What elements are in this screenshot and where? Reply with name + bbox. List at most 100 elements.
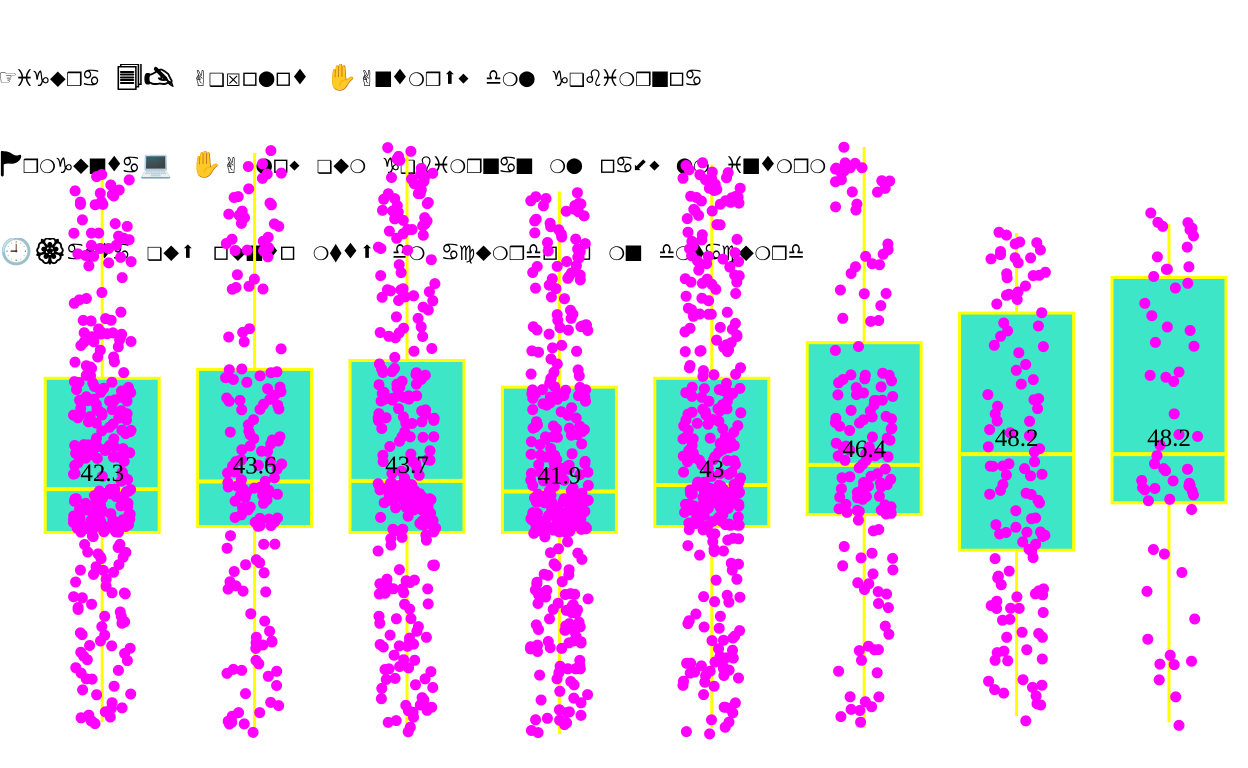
data-point (387, 205, 399, 217)
data-point (376, 682, 388, 694)
data-point (1025, 252, 1037, 264)
data-point (69, 356, 81, 368)
data-point (696, 229, 708, 241)
data-point (729, 247, 741, 259)
data-point (691, 417, 703, 429)
data-point (846, 186, 858, 198)
data-point (728, 479, 740, 490)
data-point (733, 498, 745, 510)
data-point (387, 479, 399, 490)
data-point (866, 547, 878, 559)
data-point (575, 523, 587, 535)
data-point (1151, 450, 1163, 462)
data-point (254, 707, 266, 719)
data-point (532, 639, 543, 651)
data-point (574, 381, 586, 393)
data-point (1010, 505, 1022, 517)
data-point (387, 523, 399, 535)
data-point (551, 431, 563, 443)
data-point (230, 282, 242, 293)
data-point (731, 573, 743, 585)
data-point (94, 187, 106, 199)
data-point (1158, 463, 1170, 475)
data-point (552, 597, 564, 609)
data-point (263, 484, 275, 496)
data-point (574, 420, 586, 432)
data-point (108, 680, 120, 692)
data-point (109, 441, 120, 453)
data-point (982, 389, 994, 401)
data-point (1038, 583, 1049, 595)
data-point (411, 390, 423, 402)
data-point (845, 369, 857, 381)
data-point (262, 383, 274, 395)
data-point (830, 176, 841, 188)
data-point (120, 521, 132, 532)
data-point (80, 293, 92, 304)
data-point (884, 434, 896, 446)
data-point (1169, 282, 1181, 294)
data-point (704, 432, 716, 444)
data-point (527, 321, 539, 333)
data-point (721, 403, 733, 415)
data-point (883, 628, 895, 640)
data-point (373, 358, 385, 370)
data-point (71, 522, 83, 534)
data-point (529, 215, 541, 227)
data-point (731, 233, 743, 245)
data-point (417, 220, 429, 232)
data-point (857, 482, 869, 494)
data-point (875, 481, 887, 493)
data-point (258, 497, 269, 509)
data-point (713, 622, 725, 634)
data-point (714, 610, 726, 622)
data-point (682, 618, 694, 630)
data-point (1014, 236, 1026, 248)
data-point (76, 214, 88, 226)
data-point (527, 422, 539, 434)
data-point (1013, 347, 1025, 359)
data-point (708, 369, 720, 381)
data-point (884, 175, 896, 187)
data-point (1001, 272, 1013, 284)
data-point (399, 472, 411, 484)
data-point (252, 459, 264, 471)
data-point (692, 255, 703, 267)
data-point (1173, 366, 1185, 378)
data-point (985, 253, 997, 265)
data-point (109, 483, 121, 495)
data-point (719, 519, 731, 531)
data-point (1154, 439, 1166, 451)
data-point (989, 654, 1001, 666)
data-point (858, 288, 870, 300)
data-point (88, 568, 99, 580)
data-point (1003, 458, 1015, 470)
data-point (711, 334, 723, 346)
data-point (551, 673, 563, 685)
data-point (254, 370, 266, 382)
data-point (718, 634, 729, 646)
data-point (984, 424, 996, 436)
data-point (100, 313, 112, 325)
data-point (1168, 659, 1180, 671)
data-point (686, 488, 698, 500)
data-point (389, 332, 401, 344)
data-point (533, 624, 544, 635)
data-point (258, 567, 270, 579)
data-point (1168, 408, 1180, 420)
data-point (397, 214, 409, 226)
data-point (117, 551, 129, 563)
data-point (69, 493, 81, 505)
data-point (1003, 288, 1015, 300)
data-point (703, 295, 715, 307)
data-point (706, 635, 718, 647)
data-point (268, 472, 280, 484)
data-point (109, 218, 121, 230)
data-point (718, 701, 730, 713)
data-point (527, 404, 539, 416)
data-point (544, 642, 556, 654)
data-point (530, 714, 542, 726)
data-point (391, 153, 403, 165)
data-point (104, 521, 116, 533)
data-point (236, 454, 247, 466)
